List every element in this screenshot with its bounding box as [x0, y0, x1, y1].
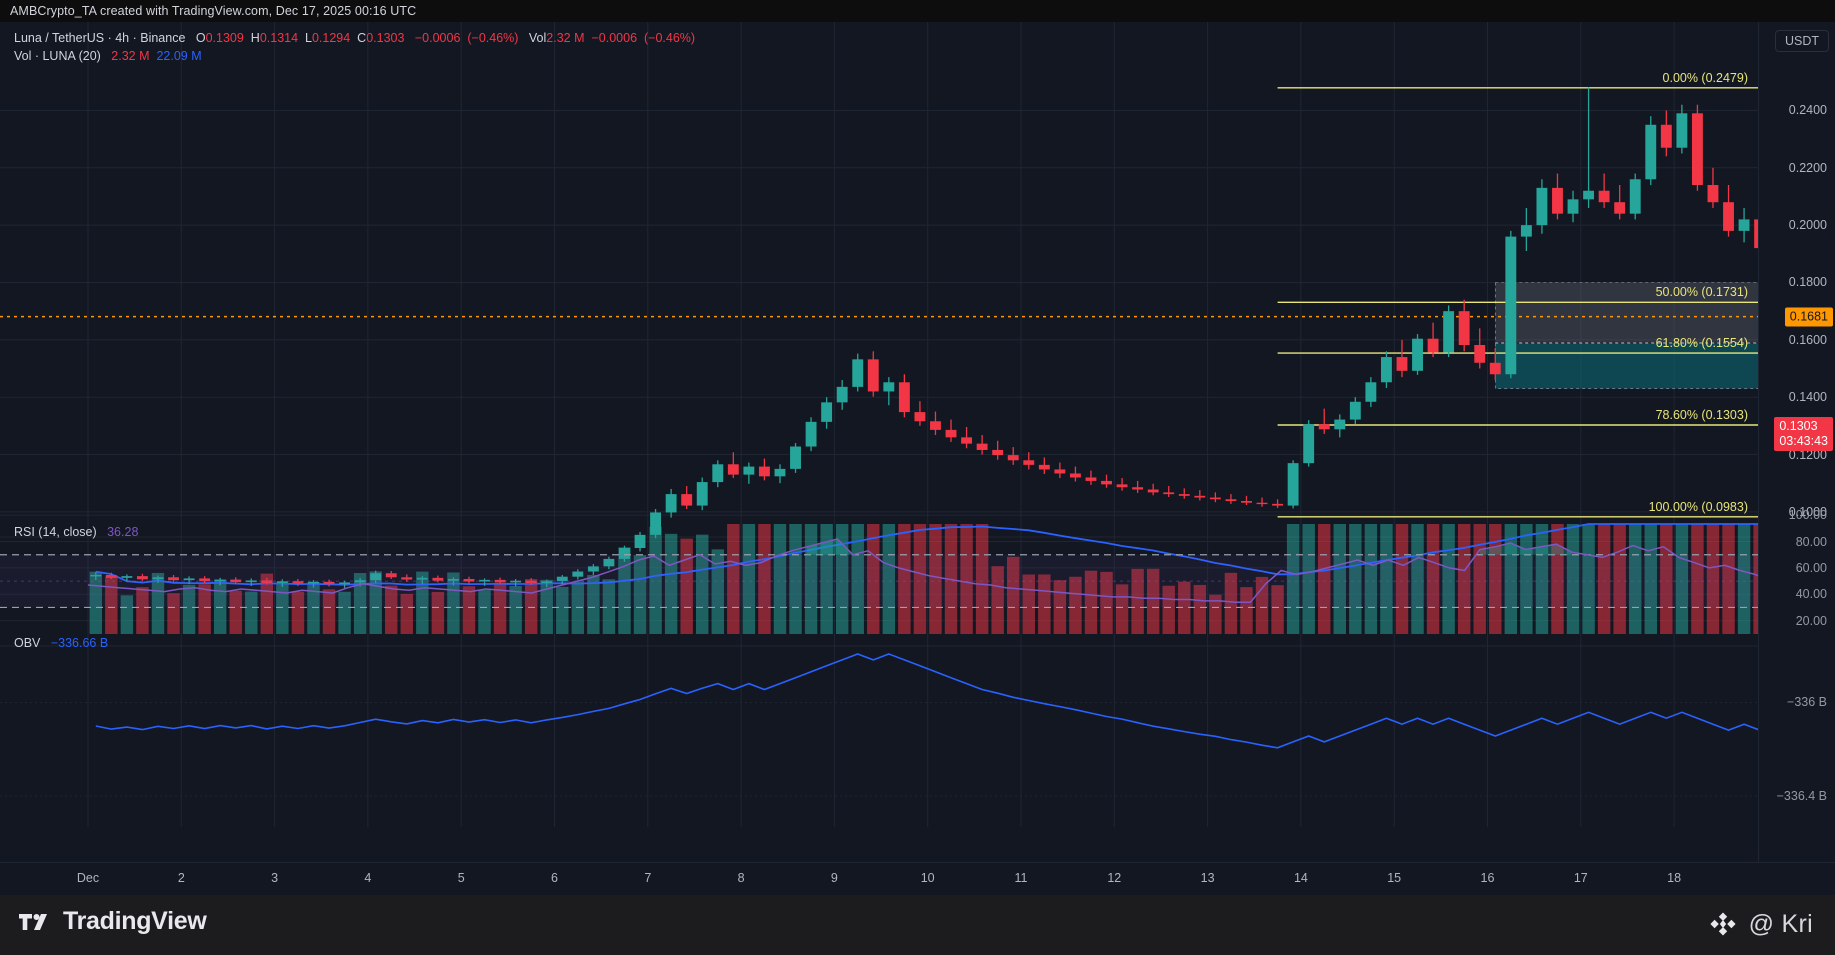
footer-bar: TradingView @ Kri	[0, 895, 1835, 955]
time-tick-label: 13	[1200, 871, 1215, 885]
price-tick-label: 0.2200	[1788, 160, 1827, 175]
credit-handle-label: @ Kri	[1748, 909, 1813, 938]
price-tick-label: 0.1600	[1788, 332, 1827, 347]
time-tick-label: 10	[920, 871, 935, 885]
time-tick-label: 3	[271, 871, 279, 885]
price-tick-label: 0.2400	[1788, 103, 1827, 118]
tradingview-logo: TradingView	[18, 907, 207, 936]
fib-level-label-4: 100.00% (0.0983)	[1648, 499, 1748, 514]
fib-level-label-0: 0.00% (0.2479)	[1662, 70, 1748, 85]
time-tick-label: 8	[737, 871, 745, 885]
time-tick-label: 14	[1293, 871, 1308, 885]
time-tick-label: 17	[1573, 871, 1588, 885]
time-tick-label: 5	[457, 871, 465, 885]
time-tick-label: 12	[1107, 871, 1122, 885]
rsi-tick-label: 40.00	[1795, 587, 1827, 602]
time-tick-label: 7	[644, 871, 652, 885]
plot-area[interactable]: 0.00% (0.2479) 50.00% (0.1731) 61.80% (0.1…	[0, 22, 1758, 862]
tradingview-glyph-icon	[19, 913, 47, 930]
rsi-tick-label: 100.00	[1788, 508, 1827, 523]
time-tick-label: 2	[177, 871, 185, 885]
time-tick-label: 4	[364, 871, 372, 885]
credit-block: @ Kri	[1707, 908, 1813, 940]
time-tick-label: 11	[1014, 871, 1028, 885]
bar-countdown: 03:43:43	[1779, 434, 1828, 448]
price-axis[interactable]: USDT 0.2400 0.2200 0.2000 0.1800 0.1600 0.140…	[1758, 22, 1835, 862]
time-tick-label: Dec	[76, 871, 100, 885]
chart-frame: 0.00% (0.2479) 50.00% (0.1731) 61.80% (0.1…	[0, 22, 1835, 895]
price-tick-label: 0.1000	[1788, 504, 1827, 519]
time-tick-label: 9	[830, 871, 838, 885]
obv-tick-label: −336 B	[1787, 695, 1827, 710]
fib-level-label-2: 61.80% (0.1554)	[1655, 336, 1748, 351]
currency-badge[interactable]: USDT	[1774, 30, 1829, 52]
rsi-tick-label: 20.00	[1795, 613, 1827, 628]
obv-tick-label: −336.4 B	[1776, 788, 1827, 803]
rsi-tick-label: 80.00	[1795, 534, 1827, 549]
price-tick-label: 0.2000	[1788, 218, 1827, 233]
time-axis[interactable]: Dec 2 3 4 5 6 7 8 9 10 11 12 13 14 15 16 17 18	[0, 862, 1835, 895]
fib-level-label-3: 78.60% (0.1303)	[1655, 408, 1748, 422]
binance-diamond-icon	[1710, 912, 1736, 936]
last-price-value: 0.1303	[1779, 419, 1818, 433]
time-tick-label: 15	[1387, 871, 1402, 885]
fib-level-label-1: 50.00% (0.1731)	[1655, 285, 1748, 300]
attribution-bar: AMBCrypto_TA created with TradingView.co…	[0, 0, 1835, 22]
tradingview-brand-label: TradingView	[63, 907, 207, 935]
ma-price-badge[interactable]: 0.1681	[1784, 307, 1833, 327]
price-tick-label: 0.1400	[1788, 390, 1827, 405]
time-tick-label: 6	[551, 871, 558, 885]
time-tick-label: 18	[1667, 871, 1682, 885]
time-tick-label: 16	[1480, 871, 1495, 885]
last-price-badge[interactable]: 0.1303 03:43:43	[1774, 417, 1833, 451]
series-layer	[0, 87, 1758, 749]
rsi-tick-label: 60.00	[1795, 560, 1827, 575]
price-tick-label: 0.1800	[1788, 275, 1827, 290]
price-tick-label: 0.1200	[1788, 447, 1827, 462]
